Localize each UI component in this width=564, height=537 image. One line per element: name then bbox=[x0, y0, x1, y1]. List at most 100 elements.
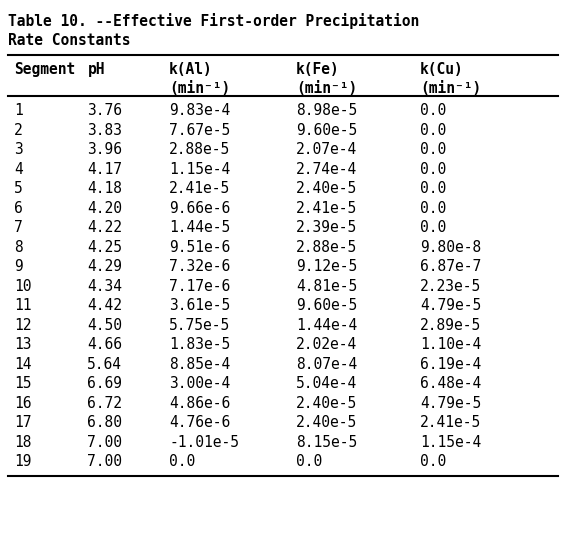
Text: 0.0: 0.0 bbox=[420, 454, 447, 469]
Text: 7.17e-6: 7.17e-6 bbox=[169, 279, 231, 294]
Text: 7.32e-6: 7.32e-6 bbox=[169, 259, 231, 274]
Text: 1.44e-5: 1.44e-5 bbox=[169, 220, 231, 235]
Text: 4.50: 4.50 bbox=[87, 317, 122, 332]
Text: 3.76: 3.76 bbox=[87, 103, 122, 118]
Text: 6.72: 6.72 bbox=[87, 396, 122, 410]
Text: 1.15e-4: 1.15e-4 bbox=[169, 162, 231, 177]
Text: 10: 10 bbox=[14, 279, 32, 294]
Text: k(Cu): k(Cu) bbox=[420, 62, 464, 77]
Text: 18: 18 bbox=[14, 434, 32, 449]
Text: 3.00e-4: 3.00e-4 bbox=[169, 376, 231, 391]
Text: 3: 3 bbox=[14, 142, 23, 157]
Text: 3.83: 3.83 bbox=[87, 122, 122, 137]
Text: 4.79e-5: 4.79e-5 bbox=[420, 298, 482, 313]
Text: 2.40e-5: 2.40e-5 bbox=[296, 415, 358, 430]
Text: 0.0: 0.0 bbox=[420, 220, 447, 235]
Text: 9.66e-6: 9.66e-6 bbox=[169, 201, 231, 216]
Text: 8.98e-5: 8.98e-5 bbox=[296, 103, 358, 118]
Text: 0.0: 0.0 bbox=[296, 454, 323, 469]
Text: 2.23e-5: 2.23e-5 bbox=[420, 279, 482, 294]
Text: 9: 9 bbox=[14, 259, 23, 274]
Text: 1: 1 bbox=[14, 103, 23, 118]
Text: (min⁻¹): (min⁻¹) bbox=[296, 81, 358, 96]
Text: 2.40e-5: 2.40e-5 bbox=[296, 396, 358, 410]
Text: 8.07e-4: 8.07e-4 bbox=[296, 357, 358, 372]
Text: 4.25: 4.25 bbox=[87, 240, 122, 255]
Text: 4.86e-6: 4.86e-6 bbox=[169, 396, 231, 410]
Text: 5.64: 5.64 bbox=[87, 357, 122, 372]
Text: 3.96: 3.96 bbox=[87, 142, 122, 157]
Text: 0.0: 0.0 bbox=[420, 162, 447, 177]
Text: Rate Constants: Rate Constants bbox=[8, 33, 131, 48]
Text: 4.76e-6: 4.76e-6 bbox=[169, 415, 231, 430]
Text: 2.41e-5: 2.41e-5 bbox=[169, 181, 231, 196]
Text: 8.85e-4: 8.85e-4 bbox=[169, 357, 231, 372]
Text: 11: 11 bbox=[14, 298, 32, 313]
Text: 0.0: 0.0 bbox=[420, 103, 447, 118]
Text: 2.40e-5: 2.40e-5 bbox=[296, 181, 358, 196]
Text: 9.80e-8: 9.80e-8 bbox=[420, 240, 482, 255]
Text: 3.61e-5: 3.61e-5 bbox=[169, 298, 231, 313]
Text: 7.00: 7.00 bbox=[87, 454, 122, 469]
Text: 2.41e-5: 2.41e-5 bbox=[296, 201, 358, 216]
Text: 6.87e-7: 6.87e-7 bbox=[420, 259, 482, 274]
Text: 2.07e-4: 2.07e-4 bbox=[296, 142, 358, 157]
Text: 1.44e-4: 1.44e-4 bbox=[296, 317, 358, 332]
Text: 19: 19 bbox=[14, 454, 32, 469]
Text: 9.83e-4: 9.83e-4 bbox=[169, 103, 231, 118]
Text: 4: 4 bbox=[14, 162, 23, 177]
Text: Table 10. --Effective First-order Precipitation: Table 10. --Effective First-order Precip… bbox=[8, 13, 420, 30]
Text: Segment: Segment bbox=[14, 62, 76, 77]
Text: (min⁻¹): (min⁻¹) bbox=[169, 81, 231, 96]
Text: 14: 14 bbox=[14, 357, 32, 372]
Text: 0.0: 0.0 bbox=[420, 181, 447, 196]
Text: 7.67e-5: 7.67e-5 bbox=[169, 122, 231, 137]
Text: 15: 15 bbox=[14, 376, 32, 391]
Text: 5.04e-4: 5.04e-4 bbox=[296, 376, 358, 391]
Text: 6.80: 6.80 bbox=[87, 415, 122, 430]
Text: 5: 5 bbox=[14, 181, 23, 196]
Text: 2.89e-5: 2.89e-5 bbox=[420, 317, 482, 332]
Text: 4.81e-5: 4.81e-5 bbox=[296, 279, 358, 294]
Text: 6.19e-4: 6.19e-4 bbox=[420, 357, 482, 372]
Text: 4.42: 4.42 bbox=[87, 298, 122, 313]
Text: 2.39e-5: 2.39e-5 bbox=[296, 220, 358, 235]
Text: 2.74e-4: 2.74e-4 bbox=[296, 162, 358, 177]
Text: 2.88e-5: 2.88e-5 bbox=[169, 142, 231, 157]
Text: 2.88e-5: 2.88e-5 bbox=[296, 240, 358, 255]
Text: 0.0: 0.0 bbox=[420, 201, 447, 216]
Text: k(Fe): k(Fe) bbox=[296, 62, 340, 77]
Text: 4.18: 4.18 bbox=[87, 181, 122, 196]
Text: k(Al): k(Al) bbox=[169, 62, 213, 77]
Text: 12: 12 bbox=[14, 317, 32, 332]
Text: 9.12e-5: 9.12e-5 bbox=[296, 259, 358, 274]
Text: 5.75e-5: 5.75e-5 bbox=[169, 317, 231, 332]
Text: 8: 8 bbox=[14, 240, 23, 255]
Text: 9.51e-6: 9.51e-6 bbox=[169, 240, 231, 255]
Text: pH: pH bbox=[87, 62, 105, 77]
Text: 2.41e-5: 2.41e-5 bbox=[420, 415, 482, 430]
Text: 2: 2 bbox=[14, 122, 23, 137]
Text: 4.79e-5: 4.79e-5 bbox=[420, 396, 482, 410]
Text: 9.60e-5: 9.60e-5 bbox=[296, 122, 358, 137]
Text: 1.10e-4: 1.10e-4 bbox=[420, 337, 482, 352]
Text: 17: 17 bbox=[14, 415, 32, 430]
Text: 9.60e-5: 9.60e-5 bbox=[296, 298, 358, 313]
Text: 7: 7 bbox=[14, 220, 23, 235]
Text: 6: 6 bbox=[14, 201, 23, 216]
Text: 0.0: 0.0 bbox=[420, 142, 447, 157]
Text: 1.83e-5: 1.83e-5 bbox=[169, 337, 231, 352]
Text: 4.29: 4.29 bbox=[87, 259, 122, 274]
Text: 4.20: 4.20 bbox=[87, 201, 122, 216]
Text: 6.48e-4: 6.48e-4 bbox=[420, 376, 482, 391]
Text: 0.0: 0.0 bbox=[169, 454, 196, 469]
Text: 8.15e-5: 8.15e-5 bbox=[296, 434, 358, 449]
Text: -1.01e-5: -1.01e-5 bbox=[169, 434, 239, 449]
Text: 2.02e-4: 2.02e-4 bbox=[296, 337, 358, 352]
Text: (min⁻¹): (min⁻¹) bbox=[420, 81, 482, 96]
Text: 13: 13 bbox=[14, 337, 32, 352]
Text: 6.69: 6.69 bbox=[87, 376, 122, 391]
Text: 4.22: 4.22 bbox=[87, 220, 122, 235]
Text: 1.15e-4: 1.15e-4 bbox=[420, 434, 482, 449]
Text: 16: 16 bbox=[14, 396, 32, 410]
